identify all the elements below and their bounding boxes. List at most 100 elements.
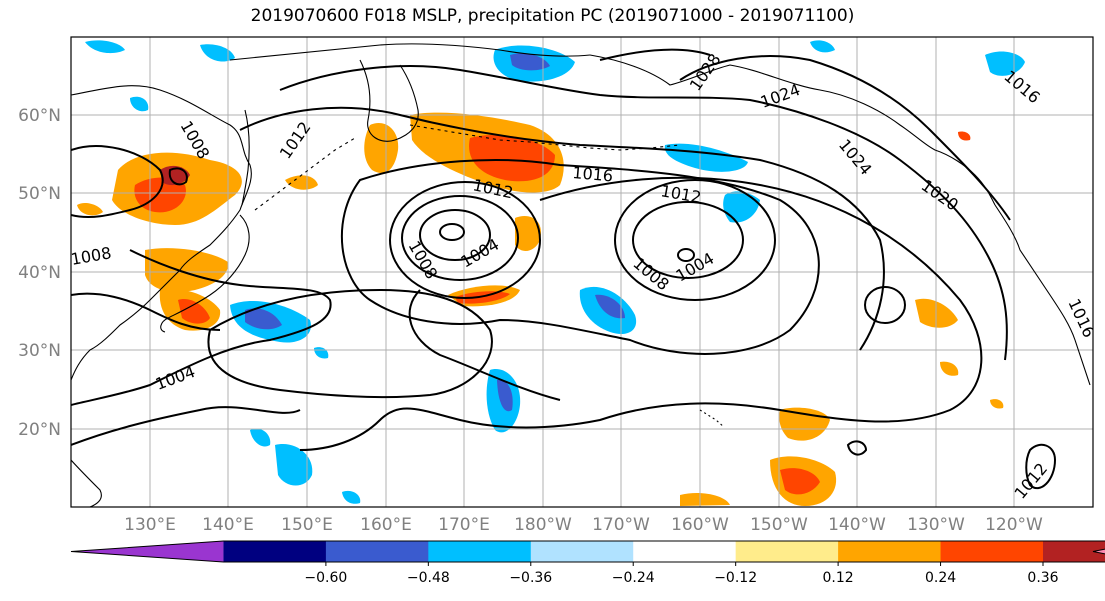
isobar xyxy=(71,292,221,331)
lon-label: 180°W xyxy=(514,515,572,535)
isobar xyxy=(299,176,983,451)
colorbar-tick-label: 0.24 xyxy=(925,570,956,586)
isobar xyxy=(340,159,820,355)
colorbar-segment xyxy=(1043,541,1105,562)
isobar xyxy=(71,406,301,446)
isobar xyxy=(439,223,465,241)
precip-patch xyxy=(275,444,313,486)
colorbar-tick-label: −0.12 xyxy=(714,570,757,586)
colorbar-outline xyxy=(70,540,1105,563)
precip-patch xyxy=(515,216,541,252)
lon-label: 170°W xyxy=(592,515,650,535)
isobar xyxy=(846,440,868,456)
isobar xyxy=(71,249,332,406)
precip-patch xyxy=(342,490,361,504)
lon-label: 130°W xyxy=(907,515,965,535)
colorbar-segment xyxy=(71,541,224,562)
precip-patch xyxy=(178,299,210,324)
colorbar-tick-label: −0.24 xyxy=(612,570,655,586)
coastline-siberia xyxy=(229,43,591,61)
colorbar-segment xyxy=(838,541,942,562)
precip-patch xyxy=(940,361,959,376)
lon-label: 150°E xyxy=(281,515,333,535)
isobar xyxy=(679,55,1011,221)
lon-label: 150°W xyxy=(750,515,808,535)
precip-patch xyxy=(990,399,1004,409)
colorbar-tick-label: 0.12 xyxy=(823,570,854,586)
precip-patch xyxy=(680,493,730,506)
colorbar-segment xyxy=(428,541,532,562)
precip-patch xyxy=(85,40,125,54)
lon-label: 140°W xyxy=(828,515,886,535)
coastline-kamchatka xyxy=(359,59,419,142)
precip-patch xyxy=(780,468,820,495)
map-frame xyxy=(70,36,1094,508)
colorbar-segment xyxy=(325,541,429,562)
isobar xyxy=(864,286,906,324)
precipitation-shading xyxy=(77,40,1025,506)
coastline-sakhalin xyxy=(241,109,250,206)
lat-label: 40°N xyxy=(18,263,61,283)
lon-label: 170°E xyxy=(438,515,490,535)
precip-patch xyxy=(985,51,1025,76)
precip-patch xyxy=(250,428,271,447)
colorbar-tick-label: −0.48 xyxy=(407,570,450,586)
coastline-aleutians xyxy=(409,124,681,151)
precip-patch xyxy=(130,96,149,112)
graticule xyxy=(71,37,1093,507)
coastline-asia xyxy=(71,459,102,507)
precip-patch xyxy=(200,44,235,62)
precip-patch xyxy=(595,294,625,319)
longitude-labels: 130°E 140°E 150°E 160°E 170°E 180°W 170°… xyxy=(124,515,1043,535)
colorbar-segment xyxy=(1093,549,1105,554)
precip-patch xyxy=(510,53,550,71)
isobar xyxy=(239,106,885,351)
precip-patch xyxy=(145,248,229,292)
precip-patch xyxy=(723,191,760,223)
lat-label: 20°N xyxy=(18,420,61,440)
coastline-na xyxy=(994,204,1091,386)
isobar xyxy=(632,201,744,279)
precip-patch xyxy=(285,175,318,190)
colorbar-segment xyxy=(735,541,839,562)
isobar xyxy=(71,145,164,219)
isobar xyxy=(168,167,188,186)
colorbar: −0.60−0.48−0.36−0.24−0.120.120.240.360.4… xyxy=(70,540,1105,586)
lat-label: 60°N xyxy=(18,106,61,126)
lat-label: 30°N xyxy=(18,341,61,361)
precip-patch xyxy=(497,379,513,412)
colorbar-segment xyxy=(223,541,327,562)
lon-label: 120°W xyxy=(985,515,1043,535)
isobar xyxy=(401,195,519,281)
isobar xyxy=(408,289,561,401)
colorbar-segment xyxy=(633,541,737,562)
precip-patch xyxy=(810,40,835,53)
lon-label: 160°E xyxy=(360,515,412,535)
colorbar-tick-label: 0.36 xyxy=(1027,570,1058,586)
isobar xyxy=(419,209,491,261)
colorbar-tick-label: −0.60 xyxy=(304,570,347,586)
lon-label: 160°W xyxy=(671,515,729,535)
colorbar-segment xyxy=(940,541,1044,562)
precip-patch xyxy=(958,131,971,141)
precip-patch xyxy=(245,308,282,330)
isobar xyxy=(677,248,695,262)
coastline-asia xyxy=(71,85,252,381)
isobar xyxy=(599,48,711,61)
colorbar-tick-label: −0.36 xyxy=(509,570,552,586)
colorbar-segment xyxy=(530,541,634,562)
isobar xyxy=(207,288,493,399)
isobar xyxy=(1025,443,1057,490)
map-title: 2019070600 F018 MSLP, precipitation PC (… xyxy=(250,6,855,26)
isobar xyxy=(279,65,1008,361)
lat-label: 50°N xyxy=(18,184,61,204)
isobars xyxy=(71,48,1057,490)
isobar xyxy=(389,181,541,299)
latitude-labels: 60°N 50°N 40°N 30°N 20°N xyxy=(18,106,61,440)
isobar xyxy=(614,179,776,301)
coastline-japan xyxy=(160,214,250,333)
precip-patch xyxy=(77,202,103,216)
lon-label: 140°E xyxy=(202,515,254,535)
precip-patch xyxy=(469,134,555,182)
